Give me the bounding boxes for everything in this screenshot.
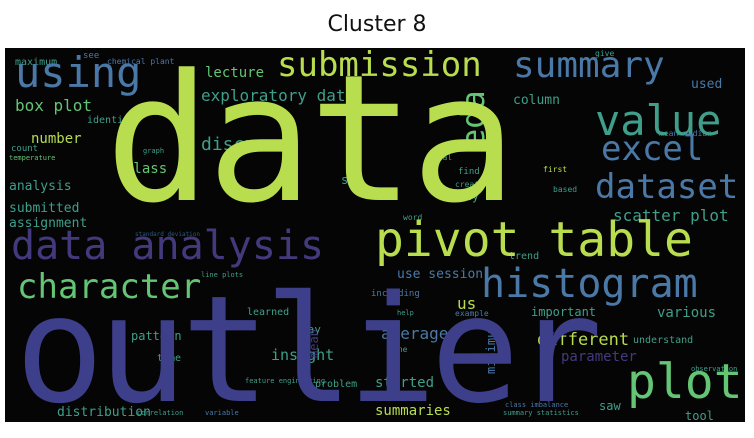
word-help: help [397,309,414,317]
word-one: one [393,345,408,354]
word-time: time [157,353,182,364]
word-trend: trend [509,251,540,262]
word-started: started [375,375,435,391]
word-first: first [543,165,568,174]
word-count: count [11,144,39,154]
word-word: word [403,213,423,222]
word-including: including [371,289,420,299]
word-variable: variable [205,409,239,417]
word-different: different [537,330,630,350]
word-histogram: histogram [481,261,698,307]
word-create: create [455,180,484,189]
word-temperature: temperature [9,154,56,162]
word-maximum: maximum [15,57,58,68]
word-chemical-plant: chemical plant [107,57,175,66]
word-pivot-table: pivot table [375,212,693,268]
word-summary: summary [513,48,665,86]
word-summary-statistics: summary statistics [503,409,579,417]
word-parameter: parameter [561,349,637,365]
word-dataset: dataset [595,167,739,207]
word-excel: excel [601,129,704,169]
word-tool: tool [685,409,714,422]
word-learned: learned [247,307,290,318]
word-line-plots: line plots [201,271,244,279]
word-character: character [17,267,202,307]
word-mean-median: mean median [659,129,712,138]
word-pattern: pattern [131,329,182,343]
word-box-plot: box plot [15,96,93,115]
word-using: using [15,48,142,97]
word-various: various [657,305,717,321]
word-insight: insight [271,346,335,364]
word-scatter-plot: scatter plot [613,206,729,225]
word-total: total [428,153,453,162]
word-number: number [31,131,82,147]
word-distribution: distribution [57,405,151,420]
word-submitted: submitted [9,201,80,216]
word-see: see [83,51,100,61]
word-class-imbalance: class imbalance [505,401,569,409]
word-based: based [553,185,578,194]
word-class: class [125,161,168,177]
word-identify: identify [87,115,136,126]
word-lecture: lecture [205,65,265,81]
word-plot: plot [627,354,743,410]
word-exploratory-data: exploratory data [201,86,356,105]
word-average: average [381,324,449,343]
word-data-analysis: data analysis [11,223,325,269]
word-assignment: assignment [9,216,88,231]
word-outlier: outlier [15,264,603,422]
word-day: day [301,323,321,336]
word-column: column [513,93,560,108]
word-use-session: use session [397,267,484,282]
word-today: today [443,189,480,203]
word-submission: submission [277,48,482,85]
word-summaries: summaries [375,403,451,419]
word-value: value [595,96,722,145]
word-sir: sir [341,173,363,187]
word-important: important [531,305,597,319]
word-us: us [457,294,477,313]
word-correlation: correlation [137,409,184,417]
word-used: used [691,77,723,92]
word-find: find [458,167,480,177]
word-saw: saw [599,399,621,413]
word-discussed: discussed [201,134,299,155]
word-observation: observation [691,365,738,373]
word-understand: understand [633,335,694,346]
word-cloud: maximum see chemical plant identify coun… [5,48,745,422]
word-feature-engineering: feature engineering [245,377,326,385]
word-data: data [105,48,517,242]
word-graph: graph [143,147,165,155]
word-give: give [595,49,615,58]
word-standard-deviation: standard deviation [135,231,201,238]
chart-title: Cluster 8 [327,12,427,37]
word-problem: problem [315,379,358,390]
word-example: example [455,309,489,318]
word-analysis: analysis [9,179,72,194]
